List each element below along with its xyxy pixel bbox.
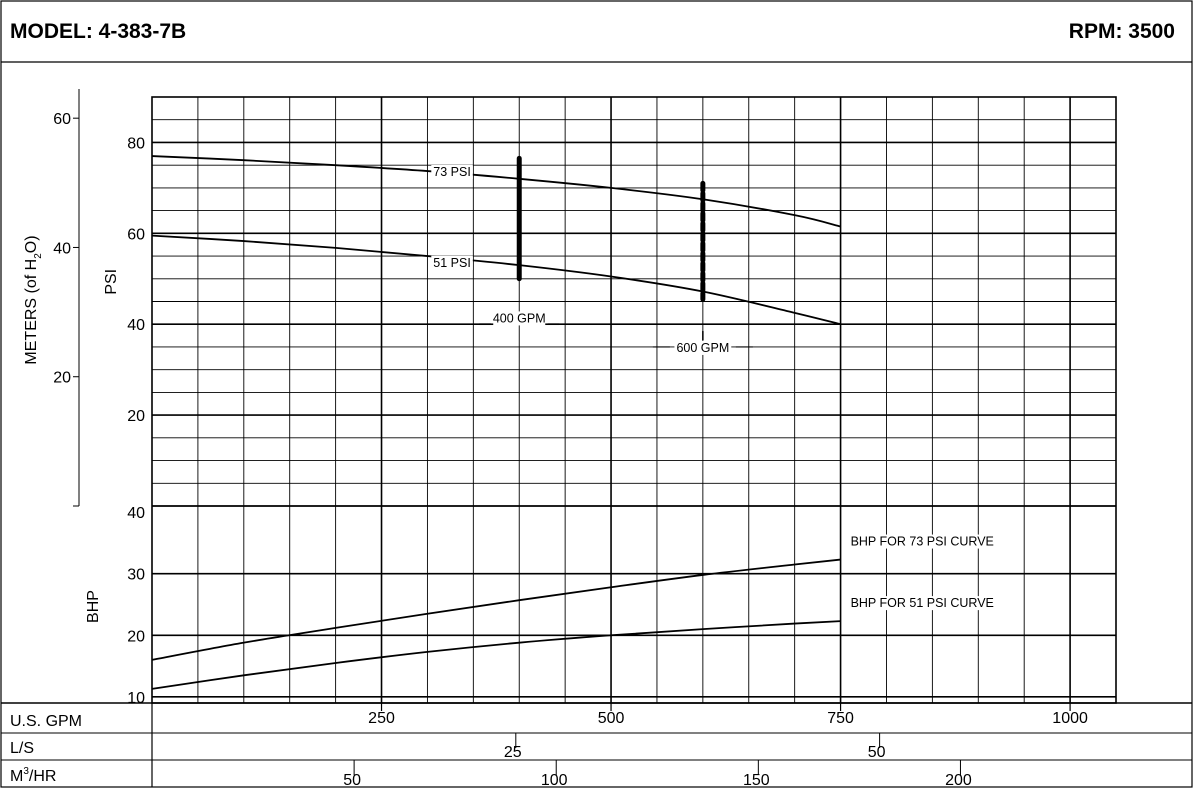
meters-tick-label: 20 — [53, 370, 71, 387]
label-bhp-73: BHP FOR 73 PSI CURVE — [848, 534, 996, 549]
psi-tick-label: 40 — [127, 317, 145, 334]
m3hr-tick-label: 200 — [945, 772, 972, 788]
chart-series — [151, 155, 841, 690]
chart-axes: 20 40 60 80 10 20 30 40 PSI BHP 20 40 60 METERS (of H… — [1, 89, 1192, 789]
label-bhp-73-bg — [848, 534, 996, 549]
m3hr-row-label: M3/HR — [10, 766, 56, 785]
bhp-tick-label: 20 — [127, 628, 145, 645]
label-bhp-51: BHP FOR 51 PSI CURVE — [848, 596, 996, 611]
bhp-tick-label: 40 — [127, 505, 145, 522]
gpm-tick-label: 500 — [598, 710, 625, 727]
label-51-psi-bg — [431, 255, 473, 270]
label-600-gpm: 600 GPM — [674, 340, 732, 355]
label-600-gpm-text: 600 GPM — [676, 341, 729, 355]
m3hr-tick-label: 150 — [743, 772, 770, 788]
curve-bhp-51-psi — [151, 620, 841, 690]
meters-tick-label: 40 — [53, 240, 71, 257]
ls-tick-label: 50 — [868, 744, 886, 761]
bhp-axis-title: BHP — [85, 590, 102, 623]
label-400-gpm: 400 GPM — [490, 311, 548, 326]
psi-axis-title: PSI — [103, 269, 120, 295]
label-51-psi: 51 PSI — [431, 255, 473, 270]
ls-row-label: L/S — [10, 740, 34, 757]
meters-axis-title: METERS (of H2O) — [23, 235, 44, 364]
rpm-label: RPM: 3500 — [1069, 20, 1175, 43]
label-bhp-73-text: BHP FOR 73 PSI CURVE — [851, 535, 994, 549]
label-73-psi-text: 73 PSI — [433, 165, 471, 179]
ls-tick-label: 25 — [504, 744, 522, 761]
label-51-psi-text: 51 PSI — [433, 256, 471, 270]
psi-tick-label: 60 — [127, 226, 145, 243]
psi-tick-label: 20 — [127, 408, 145, 425]
gpm-tick-label: 1000 — [1052, 710, 1088, 727]
curve-73-psi — [151, 155, 841, 228]
label-bhp-51-bg — [848, 596, 996, 611]
gpm-tick-label: 750 — [827, 710, 854, 727]
bhp-tick-label: 10 — [127, 690, 145, 707]
chart-labels: 73 PSI 51 PSI BHP FOR 73 PSI CURVE BHP FOR … — [431, 164, 996, 611]
label-73-psi-bg — [431, 164, 473, 179]
gpm-tick-label: 250 — [368, 710, 395, 727]
m3hr-tick-label: 100 — [541, 772, 568, 788]
gpm-row-label: U.S. GPM — [10, 713, 82, 730]
m3hr-tick-label: 50 — [343, 772, 361, 788]
curve-bhp-73-psi — [151, 558, 841, 661]
chart-grid — [151, 96, 1117, 704]
label-bhp-51-text: BHP FOR 51 PSI CURVE — [851, 596, 994, 610]
meters-tick-label: 60 — [53, 111, 71, 128]
label-400-gpm-text: 400 GPM — [493, 311, 546, 325]
label-400-gpm-bg — [490, 311, 548, 326]
bhp-tick-label: 30 — [127, 567, 145, 584]
model-label: MODEL: 4-383-7B — [10, 20, 186, 43]
label-73-psi: 73 PSI — [431, 164, 473, 179]
label-600-gpm-bg — [674, 340, 732, 355]
psi-tick-label: 80 — [127, 135, 145, 152]
